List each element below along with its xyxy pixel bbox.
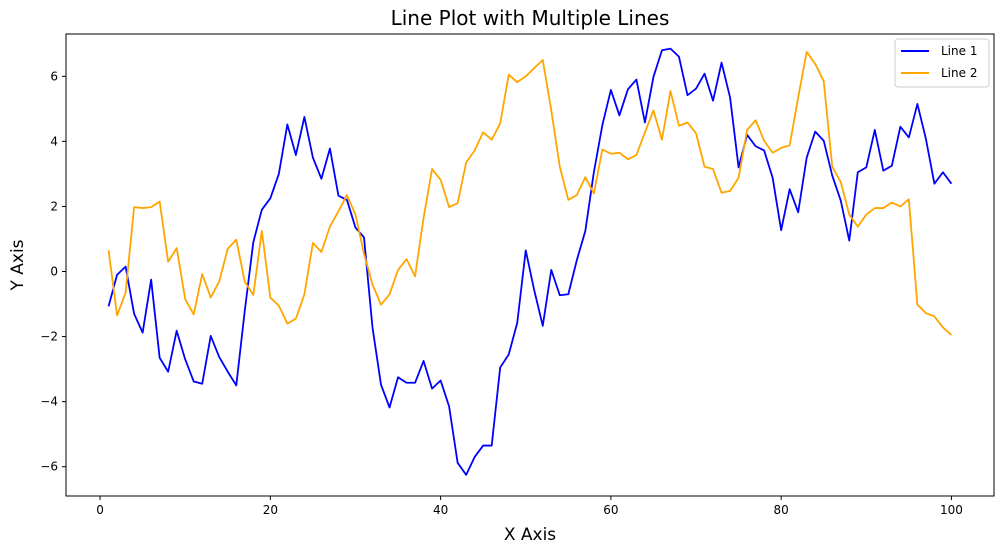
x-tick-label: 40 bbox=[433, 503, 448, 517]
x-tick-label: 20 bbox=[263, 503, 278, 517]
x-tick-label: 80 bbox=[774, 503, 789, 517]
y-tick-label: −6 bbox=[40, 460, 58, 474]
y-tick-label: 2 bbox=[50, 199, 58, 213]
x-tick-label: 60 bbox=[603, 503, 618, 517]
series-layer bbox=[107, 47, 953, 476]
y-axis-label: Y Axis bbox=[8, 239, 28, 291]
x-tick-label: 0 bbox=[96, 503, 104, 517]
y-tick-label: 4 bbox=[50, 134, 58, 148]
x-axis-label: X Axis bbox=[504, 525, 556, 545]
y-tick-label: 0 bbox=[50, 265, 58, 279]
legend-label-line-2: Line 2 bbox=[941, 66, 977, 80]
chart-title: Line Plot with Multiple Lines bbox=[391, 6, 670, 30]
y-tick-label: −4 bbox=[40, 395, 58, 409]
x-tick-label: 100 bbox=[940, 503, 963, 517]
series-line-1 bbox=[107, 47, 953, 476]
y-tick-label: −2 bbox=[40, 330, 58, 344]
series-line-2 bbox=[107, 50, 953, 336]
legend: Line 1 Line 2 bbox=[894, 38, 990, 88]
x-axis-ticks: 0 20 40 60 80 100 bbox=[96, 496, 963, 517]
y-axis-ticks: −6 −4 −2 0 2 4 6 bbox=[40, 69, 66, 474]
plot-frame bbox=[65, 33, 995, 497]
y-tick-label: 6 bbox=[50, 69, 58, 83]
legend-label-line-1: Line 1 bbox=[941, 44, 977, 58]
